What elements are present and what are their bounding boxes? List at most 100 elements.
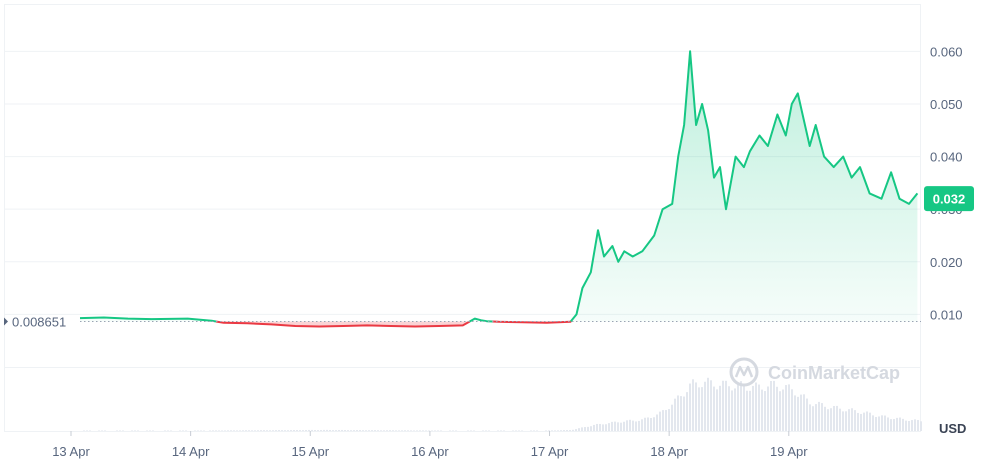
volume-bar bbox=[611, 421, 613, 431]
volume-bar bbox=[554, 430, 556, 431]
volume-bar bbox=[779, 391, 781, 431]
volume-bar bbox=[608, 423, 610, 431]
volume-bar bbox=[482, 430, 484, 431]
coinmarketcap-logo-icon bbox=[729, 357, 759, 387]
volume-bar bbox=[194, 430, 196, 431]
baseline-marker-icon bbox=[4, 317, 8, 326]
volume-bar bbox=[83, 430, 85, 431]
volume-bar bbox=[908, 421, 910, 431]
volume-bar bbox=[488, 430, 490, 431]
volume-bar bbox=[230, 430, 232, 431]
volume-bar bbox=[407, 430, 409, 431]
volume-bar bbox=[623, 421, 625, 431]
volume-bar bbox=[668, 409, 670, 431]
volume-bar bbox=[434, 430, 436, 431]
volume-bar bbox=[575, 429, 577, 431]
volume-bar bbox=[752, 385, 754, 431]
volume-bar bbox=[545, 430, 547, 431]
volume-bar bbox=[350, 430, 352, 431]
volume-bar bbox=[323, 429, 325, 431]
volume-bar bbox=[716, 389, 718, 431]
volume-bar bbox=[872, 415, 874, 431]
y-tick-label: 0.060 bbox=[930, 44, 963, 59]
volume-bar bbox=[635, 421, 637, 431]
volume-bar bbox=[122, 430, 124, 431]
watermark-text: CoinMarketCap bbox=[768, 363, 900, 383]
volume-bar bbox=[413, 430, 415, 431]
volume-bar bbox=[662, 410, 664, 431]
volume-bar bbox=[854, 410, 856, 431]
volume-bar bbox=[449, 430, 451, 431]
volume-bar bbox=[599, 423, 601, 431]
volume-bar bbox=[224, 430, 226, 431]
volume-bar bbox=[686, 392, 688, 431]
volume-bar bbox=[749, 390, 751, 431]
volume-bar bbox=[881, 415, 883, 431]
volume-bar bbox=[395, 430, 397, 431]
volume-bar bbox=[701, 387, 703, 431]
volume-bar bbox=[212, 430, 214, 431]
volume-bar bbox=[638, 420, 640, 431]
volume-bar bbox=[911, 420, 913, 431]
volume-bar bbox=[914, 419, 916, 431]
volume-bar bbox=[875, 416, 877, 431]
volume-bar bbox=[512, 430, 514, 431]
y-tick-label: 0.040 bbox=[930, 150, 963, 165]
volume-bar bbox=[551, 430, 553, 431]
volume-bar bbox=[557, 430, 559, 431]
volume-bar bbox=[89, 430, 91, 431]
watermark: CoinMarketCap bbox=[729, 357, 900, 387]
volume-bar bbox=[629, 419, 631, 431]
volume-bar bbox=[896, 417, 898, 431]
volume-bar bbox=[467, 430, 469, 431]
volume-bar bbox=[689, 383, 691, 431]
volume-bar bbox=[179, 430, 181, 431]
volume-bar bbox=[314, 430, 316, 431]
volume-bar bbox=[452, 430, 454, 431]
volume-bar bbox=[320, 430, 322, 431]
volume-bar bbox=[632, 420, 634, 431]
volume-bar bbox=[485, 430, 487, 431]
volume-bar bbox=[290, 430, 292, 431]
x-tick-label: 14 Apr bbox=[172, 444, 210, 459]
volume-bar bbox=[833, 405, 835, 431]
volume-bar bbox=[860, 413, 862, 431]
volume-bar bbox=[863, 412, 865, 431]
volume-bar bbox=[899, 417, 901, 431]
volume-bar bbox=[806, 398, 808, 431]
volume-bar bbox=[368, 430, 370, 431]
volume-bar bbox=[734, 388, 736, 431]
x-tick-label: 15 Apr bbox=[291, 444, 329, 459]
above-baseline-area bbox=[80, 51, 918, 322]
volume-bar bbox=[227, 430, 229, 431]
volume-bar bbox=[305, 430, 307, 431]
volume-bar bbox=[569, 430, 571, 431]
volume-bar bbox=[548, 430, 550, 431]
volume-bar bbox=[530, 430, 532, 431]
volume-bar bbox=[710, 380, 712, 431]
volume-bar bbox=[473, 430, 475, 431]
volume-bar bbox=[257, 430, 259, 431]
volume-bar bbox=[776, 386, 778, 431]
volume-bar bbox=[209, 430, 211, 431]
volume-bar bbox=[293, 429, 295, 431]
volume-bar bbox=[383, 430, 385, 431]
volume-bar bbox=[326, 429, 328, 431]
volume-bar bbox=[362, 430, 364, 431]
volume-bar bbox=[332, 430, 334, 431]
volume-bar bbox=[614, 421, 616, 431]
volume-bar bbox=[665, 410, 667, 431]
volume-bar bbox=[620, 422, 622, 431]
volume-bar bbox=[572, 429, 574, 431]
y-tick-label: 0.050 bbox=[930, 97, 963, 112]
volume-bar bbox=[641, 419, 643, 431]
volume-bar bbox=[800, 394, 802, 431]
volume-bar bbox=[842, 411, 844, 431]
y-tick-label: 0.010 bbox=[930, 307, 963, 322]
volume-bar bbox=[737, 382, 739, 431]
volume-bar bbox=[221, 430, 223, 431]
current-price-badge: 0.032 bbox=[924, 186, 974, 212]
volume-bar bbox=[707, 377, 709, 431]
volume-bar bbox=[365, 430, 367, 431]
